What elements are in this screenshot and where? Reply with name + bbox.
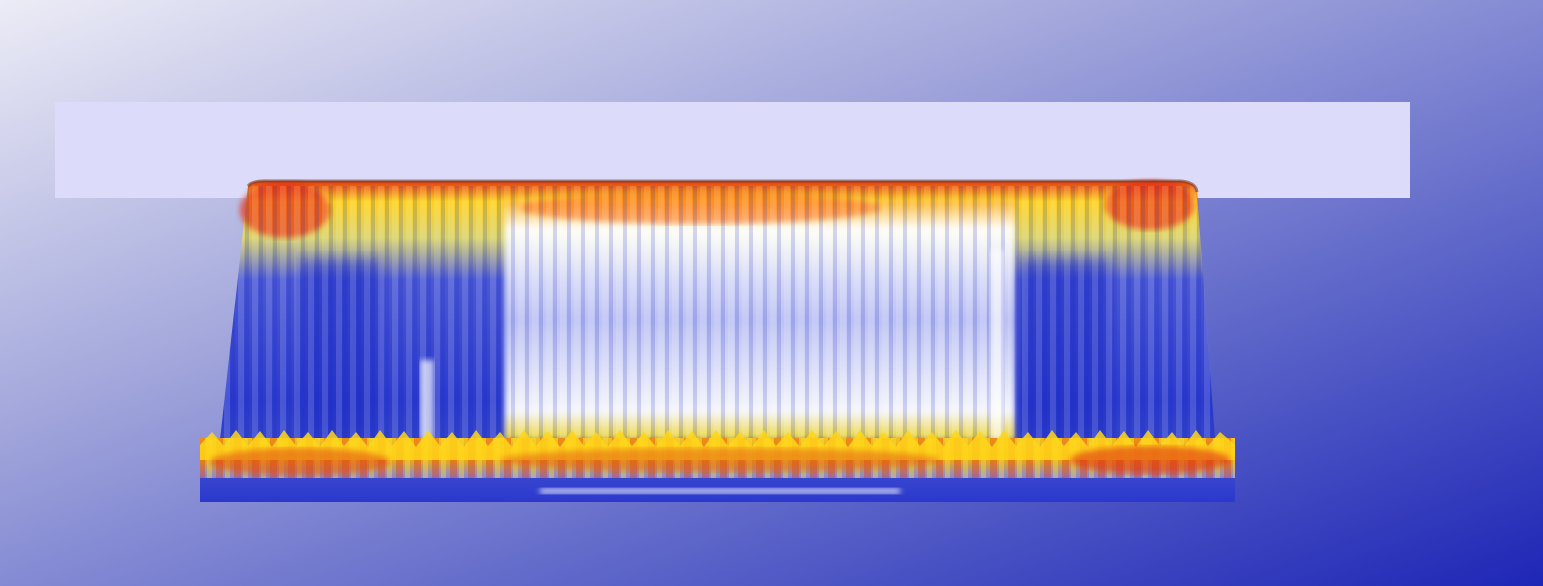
heat-sink-base — [200, 430, 1235, 502]
heat-sink-body — [220, 179, 1215, 440]
